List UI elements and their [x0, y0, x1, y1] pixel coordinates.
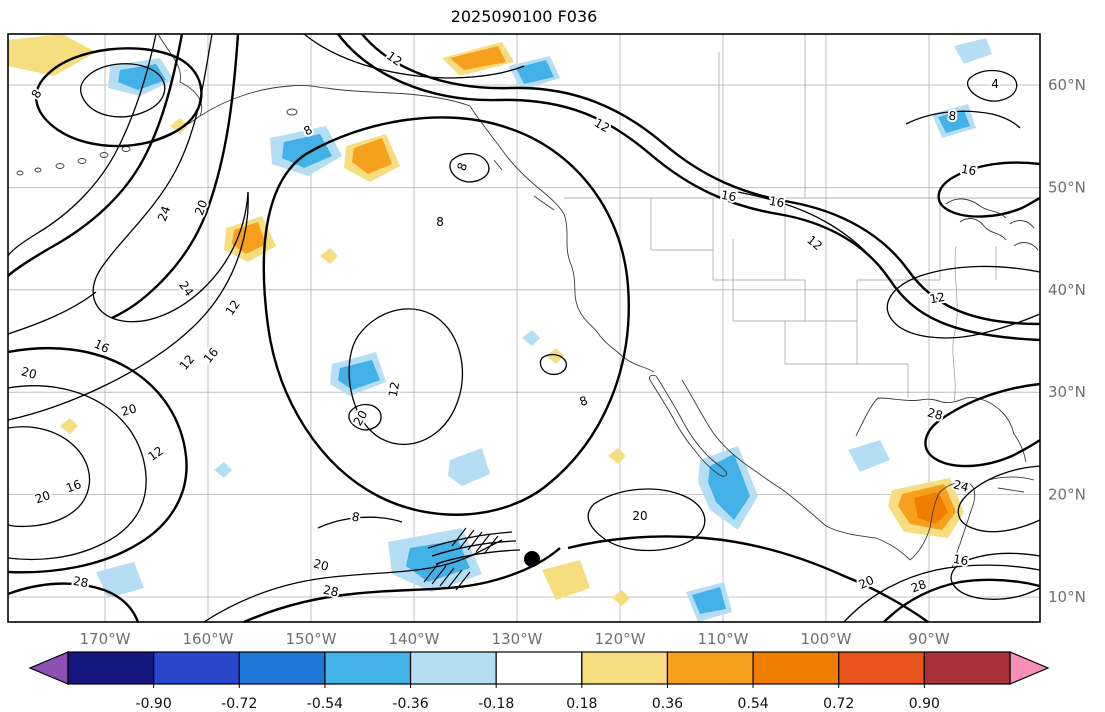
colorbar-tick-label: -0.18 [478, 696, 514, 712]
colorbar-tick-label: -0.36 [392, 696, 428, 712]
contour-label: 8 [351, 510, 361, 525]
storm-marker [524, 551, 540, 567]
contour-label: 24 [952, 477, 970, 494]
colorbar-tick-label: 0.72 [823, 696, 854, 712]
contour-label: 8 [578, 393, 590, 409]
colorbar-extend-right [1009, 651, 1050, 685]
lat-tick-label: 40°N [1048, 281, 1086, 299]
colorbar-segment [238, 651, 326, 685]
contour-label: 12 [145, 444, 166, 464]
colorbar-segment [67, 651, 155, 685]
lon-tick-label: 110°W [698, 630, 749, 648]
contour-label: 12 [804, 233, 825, 254]
colorbar-extend-left [28, 651, 69, 685]
lat-tick-label: 10°N [1048, 588, 1086, 606]
contour-label: 16 [720, 188, 737, 204]
contour-label: 8 [436, 215, 444, 229]
colorbar-segment [153, 651, 240, 685]
contour-label: 12 [929, 290, 946, 306]
contour-label: 16 [960, 162, 977, 178]
contour-label: 28 [926, 405, 944, 422]
colorbar: -0.90 -0.72 -0.54 -0.36 -0.18 0.18 0.36 0.54 0.7… [28, 651, 1050, 712]
contour-label: 8 [454, 161, 470, 173]
colorbar-tick-label: 0.54 [738, 696, 769, 712]
contour-label: 16 [201, 345, 222, 366]
colorbar-segment [923, 651, 1011, 685]
contour-label: 16 [952, 552, 969, 568]
coastlines [16, 33, 1039, 569]
colorbar-segment [409, 651, 497, 685]
colorbar-tick-label: -0.90 [136, 696, 172, 712]
contour-label: 20 [632, 509, 647, 523]
lon-axis-labels: 170°W 160°W 150°W 140°W 130°W 120°W 110°W 100°W… [80, 630, 950, 648]
colorbar-segment [581, 651, 669, 685]
hatch-marks [423, 527, 499, 591]
colorbar-tick-label: 0.18 [566, 696, 597, 712]
contour-label: 12 [386, 381, 402, 398]
lon-tick-label: 160°W [183, 630, 234, 648]
lat-tick-label: 30°N [1048, 383, 1086, 401]
lon-tick-label: 130°W [492, 630, 543, 648]
lon-tick-label: 100°W [801, 630, 852, 648]
contour-label: 20 [33, 488, 52, 506]
colorbar-tick-label: 0.36 [652, 696, 683, 712]
colorbar-segment [666, 651, 754, 685]
contour-label: 12 [177, 352, 198, 373]
storm-position-dot [524, 551, 540, 567]
colorbar-segment [838, 651, 925, 685]
contour-label: 24 [176, 278, 196, 299]
contour-label: 4 [991, 77, 999, 91]
contour-label: 20 [312, 556, 330, 573]
contour-label: 28 [72, 574, 89, 590]
state-borders [564, 34, 1040, 403]
lon-tick-label: 140°W [389, 630, 440, 648]
lon-tick-label: 150°W [286, 630, 337, 648]
contour-label: 20 [120, 401, 138, 418]
lat-tick-label: 60°N [1048, 76, 1086, 94]
colorbar-segment [324, 651, 412, 685]
contour-label: 8 [948, 109, 957, 124]
shading-patches [8, 34, 992, 622]
lon-tick-label: 120°W [595, 630, 646, 648]
contour-label: 16 [768, 194, 785, 210]
lat-axis-labels: 10°N 20°N 30°N 40°N 50°N 60°N [1048, 76, 1086, 606]
contour-label: 16 [64, 477, 83, 495]
colorbar-tick-label: -0.72 [221, 696, 257, 712]
plot-title: 2025090100 F036 [451, 7, 598, 26]
lat-tick-label: 20°N [1048, 486, 1086, 504]
colorbar-tick-label: 0.90 [909, 696, 940, 712]
contour-label: 24 [155, 204, 173, 223]
contour-label: 28 [322, 583, 340, 600]
colorbar-segment [752, 651, 840, 685]
lat-tick-label: 50°N [1048, 178, 1086, 196]
contour-label: 12 [223, 297, 243, 318]
map-frame [7, 33, 1041, 623]
lat-lon-grid [8, 34, 1040, 622]
lon-tick-label: 90°W [908, 630, 950, 648]
contour-lines [7, 33, 1041, 624]
contour-label: 20 [20, 364, 38, 381]
colorbar-tick-label: -0.54 [307, 696, 343, 712]
lon-tick-label: 170°W [80, 630, 131, 648]
colorbar-segment [495, 651, 583, 685]
